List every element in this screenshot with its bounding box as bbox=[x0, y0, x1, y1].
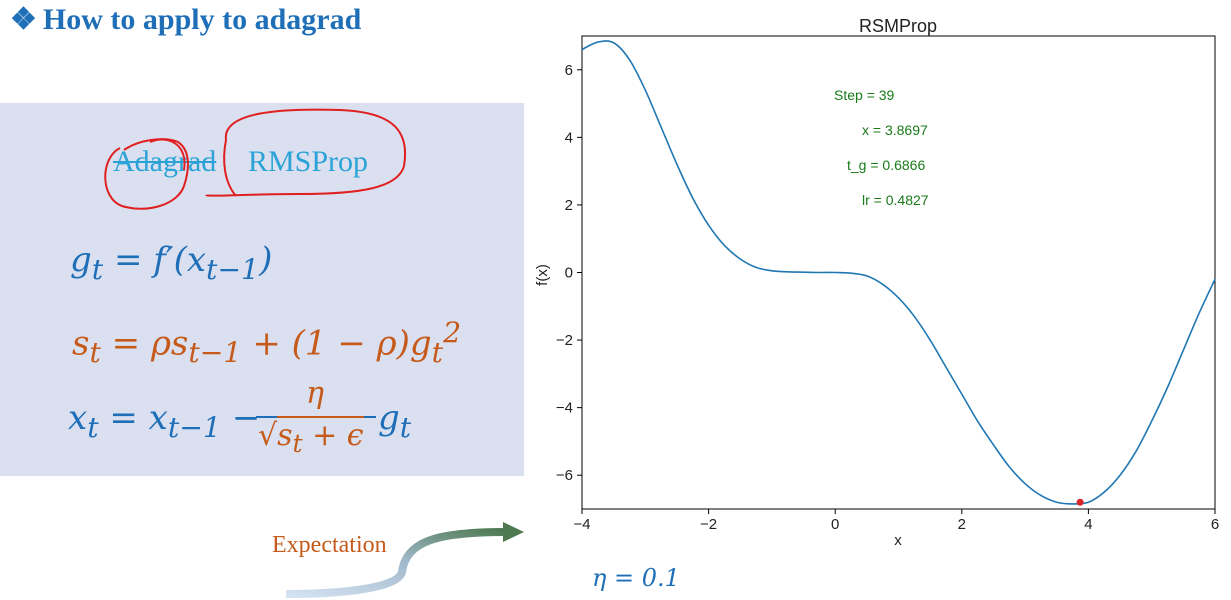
handwritten-hook-adagrad bbox=[149, 138, 186, 171]
y-tick-label: −4 bbox=[556, 400, 573, 417]
x-tick-label: 2 bbox=[958, 516, 966, 533]
x-tick-label: 0 bbox=[831, 516, 839, 533]
annotation-tg: t_g = 0.6866 bbox=[847, 157, 925, 173]
plot-frame bbox=[581, 35, 1216, 510]
rmsprop-chart: RSMProp x f(x) −4 −2 0 2 4 6 −6 −4 −2 0 2 4 6 Step … bbox=[534, 16, 1219, 549]
diamond-bullet-icon: ❖ bbox=[10, 3, 37, 36]
y-tick-label: 6 bbox=[565, 62, 573, 79]
equation-gradient: gt = f′(xt−1) bbox=[70, 240, 273, 286]
handwritten-stroke-rmsprop bbox=[223, 139, 237, 197]
annotation-lr: lr = 0.4827 bbox=[862, 192, 929, 208]
chart-title: RSMProp bbox=[859, 16, 937, 36]
function-curve bbox=[581, 40, 1216, 505]
x-tick-label: 6 bbox=[1211, 516, 1219, 533]
heading-text: How to apply to adagrad bbox=[42, 3, 362, 36]
expectation-arrow bbox=[285, 528, 507, 598]
current-point-marker bbox=[1076, 498, 1084, 506]
formula-box bbox=[0, 103, 524, 476]
struck-old-name: Adagrad bbox=[113, 145, 217, 178]
learning-rate-label: η = 0.1 bbox=[592, 564, 680, 592]
handwritten-circle-rmsprop bbox=[205, 108, 407, 197]
equation-accumulator: st = ρst−1 + (1 − ρ)gt2 bbox=[72, 316, 462, 370]
y-tick-label: −6 bbox=[556, 467, 573, 484]
x-tick-label: −4 bbox=[573, 516, 590, 533]
x-ticks: −4 −2 0 2 4 6 bbox=[573, 509, 1219, 533]
slide-heading: ❖ How to apply to adagrad bbox=[10, 2, 361, 37]
expectation-arrow-head bbox=[503, 522, 524, 542]
y-tick-label: 0 bbox=[565, 265, 573, 282]
x-tick-label: 4 bbox=[1084, 516, 1092, 533]
annotation-step: Step = 39 bbox=[834, 87, 895, 103]
x-axis-label: x bbox=[894, 532, 902, 549]
new-algorithm-name: RMSProp bbox=[248, 145, 369, 178]
y-axis-label: f(x) bbox=[534, 264, 551, 286]
annotation-x: x = 3.8697 bbox=[862, 122, 928, 138]
y-tick-label: 2 bbox=[565, 197, 573, 214]
x-tick-label: −2 bbox=[700, 516, 717, 533]
y-tick-label: −2 bbox=[556, 332, 573, 349]
y-ticks: −6 −4 −2 0 2 4 6 bbox=[556, 62, 582, 484]
handwritten-circle-adagrad bbox=[104, 138, 189, 210]
expectation-label: Expectation bbox=[272, 532, 387, 558]
y-tick-label: 4 bbox=[565, 129, 573, 146]
